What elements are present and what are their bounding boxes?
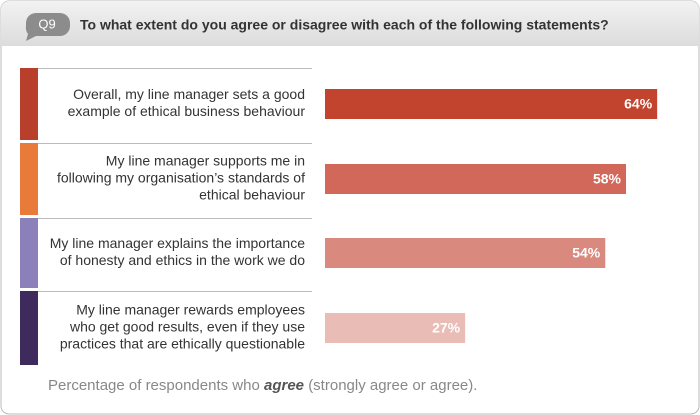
value-label: 27% bbox=[432, 320, 461, 336]
footnote: Percentage of respondents who agree (str… bbox=[48, 377, 477, 394]
question: To what extent do you agree or disagree … bbox=[80, 17, 609, 33]
category-label: My line manager explains the importance bbox=[50, 235, 305, 251]
bar bbox=[325, 238, 606, 268]
category-label: example of ethical business behaviour bbox=[68, 103, 306, 119]
footnote-before: Percentage of respondents who bbox=[48, 377, 260, 394]
category-label: ethical behaviour bbox=[199, 187, 305, 203]
value-label: 64% bbox=[624, 96, 653, 112]
row-stripe bbox=[20, 291, 38, 365]
category-label: of honesty and ethics in the work we do bbox=[60, 252, 305, 268]
row-stripe bbox=[20, 68, 38, 140]
category-label: following my organisation’s standards of bbox=[57, 170, 305, 186]
row-stripe bbox=[20, 143, 38, 215]
badge-text: Q9 bbox=[38, 16, 55, 31]
value-label: 54% bbox=[572, 245, 601, 261]
footnote-after: (strongly agree or agree). bbox=[308, 377, 477, 394]
category-label: My line manager supports me in bbox=[106, 153, 305, 169]
footnote-emphasis: agree bbox=[264, 377, 304, 394]
value-label: 58% bbox=[593, 171, 622, 187]
category-label: practices that are ethically questionabl… bbox=[60, 336, 305, 352]
bar bbox=[325, 164, 627, 194]
badge bbox=[25, 13, 71, 41]
bar bbox=[325, 313, 466, 343]
bar bbox=[325, 89, 658, 119]
category-label: My line manager rewards employees bbox=[76, 302, 305, 318]
header-band bbox=[1, 1, 699, 46]
category-label: Overall, my line manager sets a good bbox=[73, 86, 305, 102]
row-stripe bbox=[20, 218, 38, 288]
category-label: who get good results, even if they use bbox=[69, 319, 305, 335]
